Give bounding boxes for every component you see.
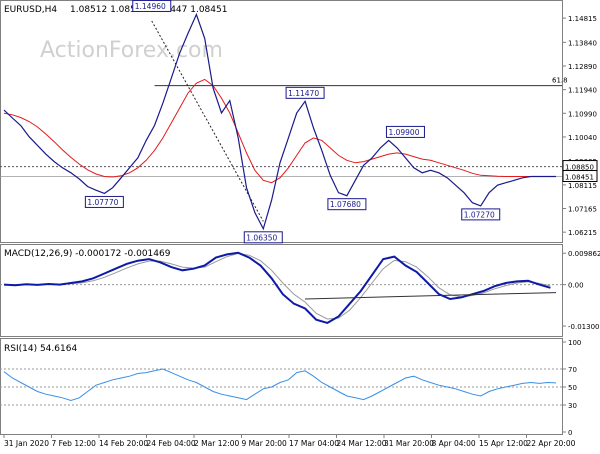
swing-label-text: 1.09900 bbox=[388, 128, 419, 137]
swing-label-text: 1.11470 bbox=[288, 89, 319, 98]
rsi-y-tick-label: 30 bbox=[568, 402, 577, 410]
level-price-label: 1.08850 bbox=[565, 164, 594, 172]
current-price-box bbox=[562, 170, 598, 183]
x-axis-tick-label: 2 Mar 12:00 bbox=[194, 439, 240, 448]
rsi-y-tick-label: 50 bbox=[568, 384, 577, 392]
x-axis-tick-label: 31 Mar 20:00 bbox=[384, 439, 434, 448]
price-y-tick-label: 1.11940 bbox=[568, 87, 597, 95]
price-panel-frame bbox=[0, 0, 563, 243]
rsi-y-tick-label: 0 bbox=[568, 429, 572, 437]
swing-label-box bbox=[84, 195, 124, 208]
macd-y-tick-label: -0.013002 bbox=[568, 323, 600, 331]
fib-61-8-label: 61.8 bbox=[552, 77, 568, 85]
x-axis-tick-label: 15 Apr 12:00 bbox=[479, 439, 528, 448]
x-axis-tick-label: 24 Feb 04:00 bbox=[147, 439, 196, 448]
price-y-tick-label: 1.12890 bbox=[568, 63, 597, 71]
macd-panel-title: MACD(12,26,9) -0.000172 -0.001469 bbox=[4, 249, 171, 259]
price-y-tick-label: 1.10990 bbox=[568, 110, 597, 118]
rsi-panel-title: RSI(14) 54.6164 bbox=[4, 344, 77, 354]
x-axis-tick-label: 14 Feb 20:00 bbox=[99, 439, 148, 448]
swing-label-box bbox=[243, 231, 283, 244]
price-y-tick-label: 1.08115 bbox=[568, 182, 597, 190]
watermark-text: ActionForex.com bbox=[40, 38, 223, 63]
macd-y-tick-label: 0.009862 bbox=[568, 250, 600, 258]
price-y-tick-label: 1.10040 bbox=[568, 134, 597, 142]
price-line bbox=[3, 12, 556, 231]
price-y-tick-label: 1.14815 bbox=[568, 15, 597, 23]
swing-label-text: 1.07270 bbox=[464, 210, 495, 219]
swing-label-text: 1.07680 bbox=[330, 200, 361, 209]
swing-label-box bbox=[327, 198, 367, 211]
macd-trendline bbox=[305, 292, 557, 300]
rsi-line bbox=[3, 368, 557, 402]
rsi-y-tick-label: 70 bbox=[568, 366, 577, 374]
x-axis-tick-label: 17 Mar 04:00 bbox=[289, 439, 339, 448]
swing-label-box bbox=[461, 208, 501, 221]
price-y-tick-label: 1.06215 bbox=[568, 229, 597, 237]
price-y-tick-label: 1.13840 bbox=[568, 39, 597, 47]
swing-label-box bbox=[132, 0, 172, 12]
x-axis-tick-label: 7 Feb 12:00 bbox=[52, 439, 97, 448]
swing-label-box bbox=[385, 125, 425, 138]
x-axis-tick-label: 24 Mar 12:00 bbox=[337, 439, 387, 448]
x-axis-tick-label: 8 Apr 04:00 bbox=[432, 439, 476, 448]
macd-y-tick-label: 0.00 bbox=[568, 282, 584, 290]
macd-line bbox=[3, 251, 551, 324]
macd-panel-frame bbox=[0, 244, 563, 337]
rsi-y-tick-label: 100 bbox=[568, 339, 581, 347]
swing-label-text: 1.07770 bbox=[87, 198, 118, 207]
price-plot-layer: 1.14815 1.13840 1.12890 1.11940 1.10990 1.100… bbox=[0, 0, 598, 244]
swing-label-box bbox=[285, 86, 325, 99]
macd-plot-layer: 0.009862 0.00 -0.013002 bbox=[0, 250, 600, 331]
swing-label-text: 1.14960 bbox=[135, 2, 166, 11]
rsi-plot-layer: 100 70 50 30 0 bbox=[0, 339, 581, 437]
x-axis-tick-label: 31 Jan 2020 bbox=[4, 439, 49, 448]
macd-signal-line bbox=[4, 252, 551, 320]
moving-average-line bbox=[3, 78, 556, 184]
swing-label-text: 1.06350 bbox=[246, 233, 277, 242]
x-axis-tick-label: 22 Apr 20:00 bbox=[527, 439, 576, 448]
x-axis-tick-label: 9 Mar 20:00 bbox=[242, 439, 288, 448]
price-y-tick-label: 1.07165 bbox=[568, 206, 597, 214]
price-panel-title: EURUSD,H4 bbox=[4, 5, 57, 15]
current-price-label: 1.08451 bbox=[565, 174, 594, 182]
